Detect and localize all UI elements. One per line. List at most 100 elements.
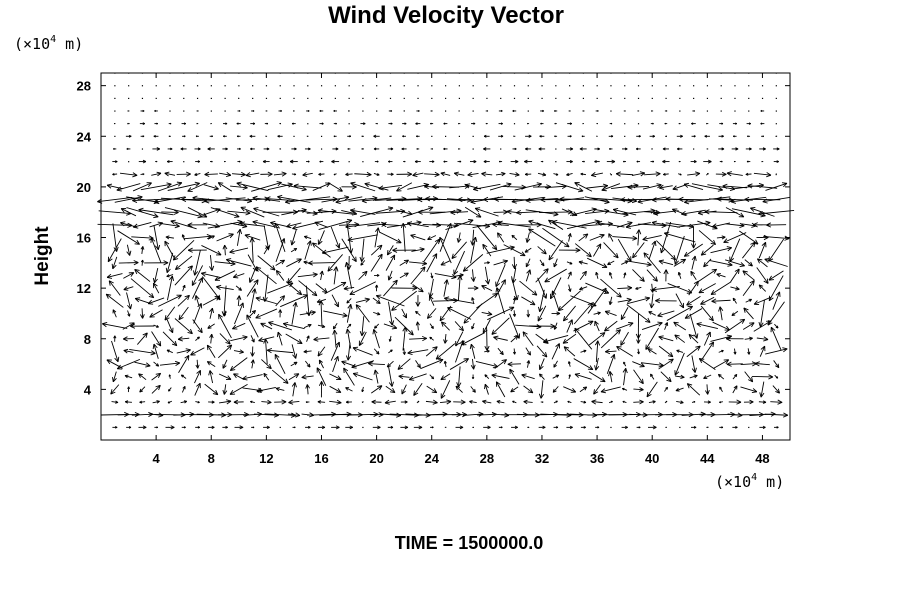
wind-vector-head	[178, 182, 183, 187]
wind-vector-head	[425, 198, 431, 202]
wind-vector-head	[651, 222, 657, 226]
wind-vector-shaft	[303, 350, 312, 353]
wind-vector-head	[201, 271, 207, 274]
wind-vector-head	[139, 388, 142, 393]
wind-vector-head	[392, 247, 398, 251]
wind-vector-head	[196, 382, 201, 387]
wind-vector-head	[580, 172, 584, 175]
wind-vector-head	[152, 277, 155, 284]
wind-vector-head	[312, 213, 318, 216]
wind-vector	[481, 171, 493, 177]
wind-vector-head	[197, 148, 201, 151]
wind-vector-head	[243, 184, 248, 189]
wind-vector-head	[368, 361, 374, 364]
wind-vector-head	[753, 242, 756, 248]
wind-vector-head	[292, 225, 297, 229]
wind-vector-shaft	[245, 172, 260, 176]
wind-vector	[151, 171, 162, 177]
wind-vector	[503, 244, 526, 257]
wind-vector	[444, 296, 475, 304]
wind-vector-head	[462, 412, 467, 415]
wind-vector	[732, 425, 738, 429]
wind-vector-head	[156, 123, 158, 125]
wind-vector-shaft	[562, 333, 577, 344]
wind-vector-head	[237, 219, 243, 222]
wind-vector	[252, 195, 281, 202]
wind-vector	[566, 172, 573, 177]
wind-vector-head	[321, 123, 324, 125]
wind-vector-shaft	[495, 381, 506, 398]
wind-vector-head	[106, 359, 111, 365]
wind-vector-head	[510, 306, 515, 312]
wind-vector-head	[233, 276, 239, 279]
wind-vector-head	[444, 339, 448, 344]
wind-vector-head	[238, 148, 241, 151]
wind-vector	[594, 357, 600, 371]
wind-vector-head	[538, 393, 542, 399]
wind-vector	[553, 322, 558, 330]
wind-vector	[536, 345, 548, 358]
wind-vector-shaft	[210, 334, 213, 344]
wind-vector-head	[703, 375, 707, 379]
wind-vector	[166, 319, 174, 334]
wind-vector-head	[487, 279, 491, 285]
wind-vector-head	[579, 286, 583, 290]
wind-vector	[445, 135, 447, 137]
wind-vector-head	[295, 353, 298, 359]
wind-vector-shaft	[175, 255, 193, 270]
wind-vector-head	[631, 200, 637, 204]
wind-vector-shaft	[149, 309, 163, 318]
wind-vector	[713, 359, 730, 369]
wind-vector-shaft	[116, 183, 141, 191]
wind-vector-shaft	[591, 172, 603, 176]
wind-vector-head	[727, 247, 732, 252]
wind-vector	[317, 346, 326, 357]
wind-vector-shaft	[548, 240, 563, 261]
wind-vector-head	[749, 148, 752, 151]
wind-vector-head	[334, 355, 339, 361]
wind-vector-shaft	[124, 375, 133, 379]
wind-vector-shaft	[409, 373, 427, 381]
wind-vector-head	[263, 372, 268, 376]
wind-vector-head	[554, 109, 556, 112]
wind-vector-head	[262, 296, 266, 302]
wind-vector-shaft	[600, 386, 621, 393]
wind-vector-head	[444, 297, 449, 302]
wind-vector-shaft	[305, 285, 310, 316]
wind-vector	[627, 184, 650, 190]
wind-vector-head	[333, 173, 336, 176]
wind-vector-head	[342, 315, 348, 318]
wind-vector-shaft	[126, 244, 131, 256]
wind-vector-head	[534, 290, 538, 296]
wind-vector-head	[147, 182, 152, 187]
wind-vector-head	[626, 297, 632, 300]
wind-vector-head	[222, 389, 225, 395]
wind-vector	[525, 269, 532, 282]
wind-vector-shaft	[157, 182, 182, 192]
wind-vector-head	[704, 209, 710, 213]
wind-vector-head	[512, 351, 516, 355]
wind-vector-head	[351, 366, 357, 369]
wind-vector-head	[642, 239, 648, 242]
wind-vector-head	[440, 321, 444, 327]
wind-vector-shaft	[450, 211, 469, 214]
wind-vector	[725, 222, 745, 228]
wind-vector	[373, 348, 380, 355]
wind-vector-head	[573, 211, 578, 216]
wind-vector	[98, 210, 132, 216]
wind-vector	[416, 135, 420, 138]
wind-vector	[330, 226, 341, 249]
wind-vector	[471, 323, 475, 330]
wind-vector-head	[600, 234, 605, 239]
wind-vector-head	[512, 278, 517, 284]
wind-vector	[664, 110, 668, 112]
wind-vector-head	[294, 174, 297, 176]
wind-vector	[650, 122, 654, 125]
wind-vector	[768, 238, 785, 262]
wind-vector	[372, 297, 381, 305]
wind-vector	[731, 310, 739, 317]
wind-vector-shaft	[484, 384, 489, 395]
wind-vector-head	[566, 414, 572, 418]
wind-vector-shaft	[609, 371, 613, 383]
wind-vector-head	[783, 348, 788, 353]
